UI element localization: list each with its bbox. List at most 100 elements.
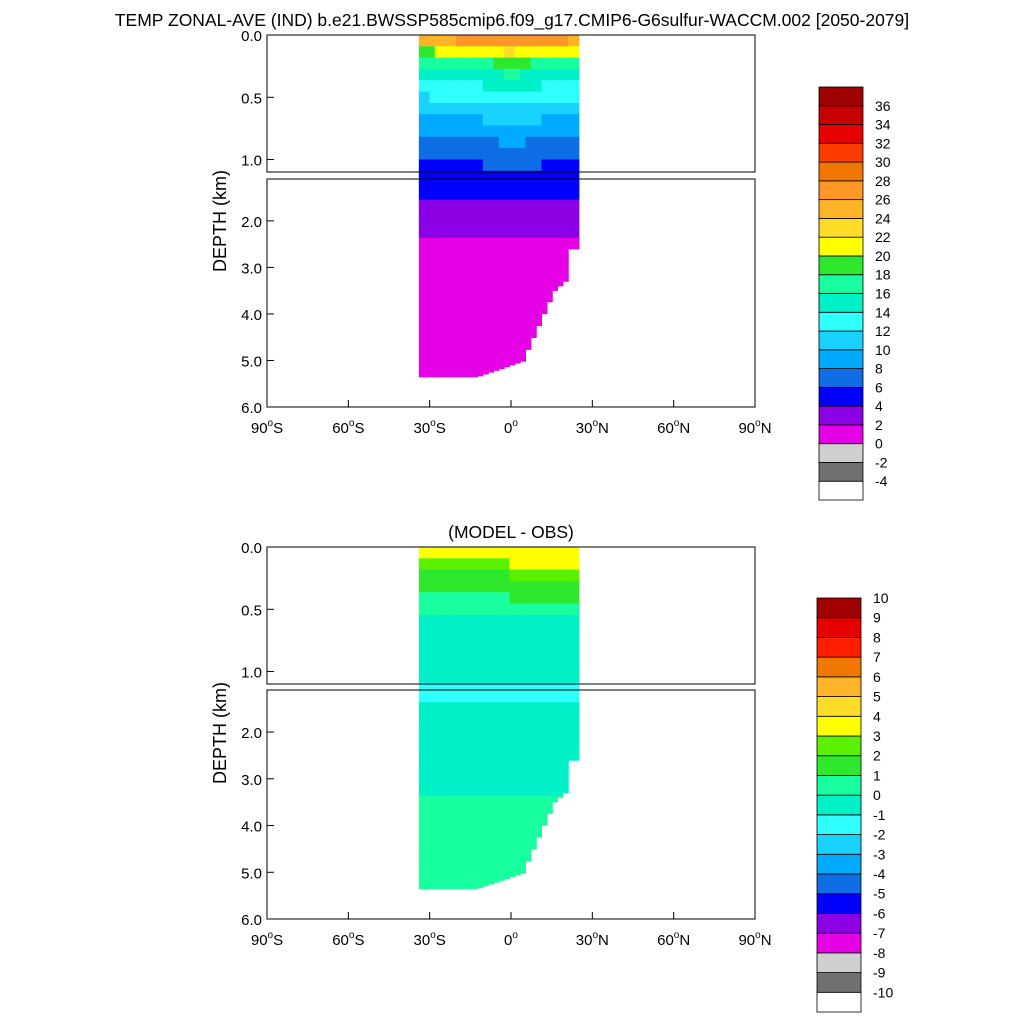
field-cell: [541, 114, 548, 127]
field-cell: [482, 880, 489, 886]
field-cell: [472, 125, 479, 138]
field-cell: [546, 199, 553, 205]
field-cell: [488, 225, 495, 230]
field-cell: [477, 671, 484, 684]
field-cell: [424, 799, 431, 805]
field-cell: [429, 148, 436, 161]
field-cell: [552, 748, 559, 754]
field-cell: [552, 787, 559, 793]
field-cell: [541, 68, 548, 81]
field-cell: [482, 191, 489, 197]
field-cell: [504, 846, 511, 852]
field-cell: [504, 799, 511, 805]
field-cell: [488, 263, 495, 268]
field-cell: [482, 761, 489, 767]
field-cell: [557, 592, 564, 605]
field-cell: [525, 258, 532, 264]
field-cell: [440, 125, 447, 138]
field-cell: [472, 736, 479, 742]
field-cell: [562, 46, 569, 59]
field-cell: [568, 57, 575, 70]
field-cell: [573, 136, 580, 149]
field-cell: [429, 263, 436, 268]
field-cell: [418, 693, 425, 699]
field-cell: [456, 706, 463, 712]
field-cell: [514, 91, 521, 104]
field-cell: [445, 829, 452, 835]
field-cell: [541, 241, 548, 247]
field-cell: [509, 301, 516, 306]
field-cell: [562, 225, 569, 230]
field-cell: [424, 812, 431, 818]
field-cell: [488, 102, 495, 115]
field-cell: [562, 203, 569, 209]
field-cell: [429, 35, 436, 47]
field-cell: [434, 351, 441, 357]
field-cell: [434, 258, 441, 264]
field-cell: [445, 682, 452, 695]
colorbar-label: -4: [875, 473, 888, 489]
field-cell: [477, 702, 484, 708]
field-cell: [552, 547, 559, 559]
field-cell: [440, 372, 447, 378]
field-cell: [472, 203, 479, 209]
field-cell: [477, 225, 484, 230]
field-cell: [514, 846, 521, 852]
field-cell: [434, 229, 441, 235]
field-cell: [461, 748, 468, 754]
field-cell: [418, 731, 425, 737]
field-cell: [509, 876, 516, 878]
field-cell: [445, 876, 452, 882]
field-cell: [429, 46, 436, 59]
field-cell: [504, 660, 511, 673]
field-cell: [472, 804, 479, 809]
field-cell: [466, 356, 473, 361]
field-cell: [418, 787, 425, 793]
field-cell: [488, 318, 495, 323]
field-cell: [424, 778, 431, 784]
field-cell: [445, 271, 452, 277]
field-cell: [514, 225, 521, 230]
field-cell: [498, 778, 505, 784]
field-cell: [472, 288, 479, 294]
field-cell: [509, 671, 516, 684]
field-cell: [530, 322, 537, 328]
field-cell: [546, 778, 553, 784]
field-cell: [498, 761, 505, 767]
field-cell: [536, 125, 543, 138]
field-cell: [552, 114, 559, 127]
field-cell: [573, 199, 580, 205]
field-cell: [461, 833, 468, 839]
field-cell: [568, 660, 575, 673]
field-cell: [445, 880, 452, 886]
field-cell: [450, 334, 457, 340]
field-cell: [482, 660, 489, 673]
field-cell: [456, 693, 463, 699]
field-cell: [482, 757, 489, 763]
field-cell: [488, 313, 495, 319]
field-cell: [434, 208, 441, 213]
field-cell: [466, 682, 473, 695]
field-cell: [445, 46, 452, 59]
field-cell: [466, 884, 473, 890]
field-cell: [445, 199, 452, 205]
field-cell: [445, 884, 452, 890]
field-cell: [472, 569, 479, 582]
field-cell: [445, 330, 452, 336]
field-cell: [568, 102, 575, 115]
field-cell: [418, 753, 425, 759]
field-cell: [450, 603, 457, 616]
field-cell: [429, 693, 436, 699]
field-cell: [434, 880, 441, 886]
field-cell: [429, 731, 436, 737]
field-cell: [450, 254, 457, 260]
field-cell: [562, 35, 569, 47]
field-cell: [477, 148, 484, 161]
field-cell: [520, 710, 527, 716]
field-cell: [424, 292, 431, 298]
field-cell: [504, 136, 511, 149]
field-cell: [520, 318, 527, 323]
field-cell: [472, 136, 479, 149]
field-cell: [472, 833, 479, 839]
field-cell: [456, 626, 463, 639]
